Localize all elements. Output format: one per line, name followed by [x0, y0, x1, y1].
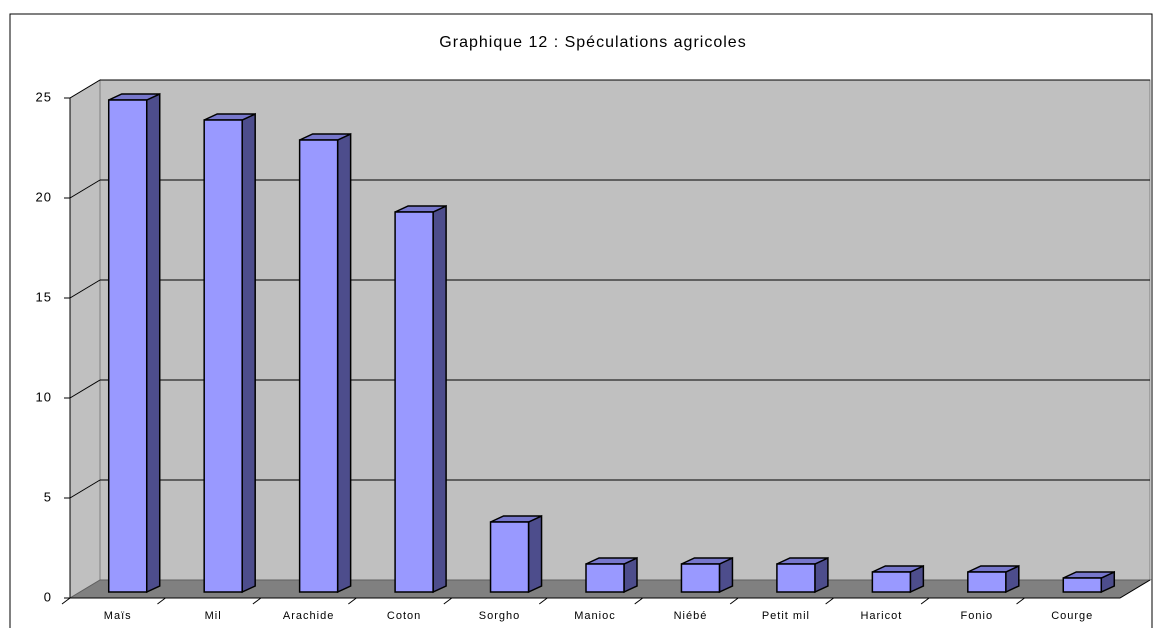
x-tick-label: Mil [205, 610, 222, 622]
bar [967, 571, 1007, 593]
bar [394, 211, 434, 593]
x-tick [538, 597, 548, 605]
x-tick [634, 597, 644, 605]
bar-side [145, 92, 161, 594]
x-tick [61, 597, 71, 605]
x-tick [157, 597, 166, 605]
x-tick-label: Fonio [961, 610, 994, 622]
bar-side [336, 132, 352, 594]
grid-line [69, 79, 101, 99]
x-tick-label: Maïs [104, 610, 132, 622]
side-wall [69, 79, 101, 599]
grid-line [69, 179, 101, 199]
x-tick [348, 597, 357, 605]
bar [680, 563, 721, 593]
y-tick-label: 0 [44, 589, 52, 604]
bar [871, 571, 912, 593]
y-tick-label: 25 [36, 89, 52, 104]
chart-title: Graphique 12 : Spéculations agricoles [439, 34, 746, 51]
y-tick-label: 15 [36, 289, 52, 304]
bar [203, 119, 243, 593]
x-tick-label: Petit mil [762, 610, 810, 622]
bar [585, 563, 625, 593]
x-tick-label: Sorgho [479, 610, 520, 622]
x-tick-label: Courge [1051, 610, 1093, 622]
bar [489, 521, 530, 593]
x-tick [1016, 597, 1025, 605]
x-tick [729, 597, 739, 605]
bar [107, 99, 148, 593]
bar-side [432, 204, 447, 594]
x-tick [443, 597, 453, 605]
grid-line [69, 479, 101, 499]
x-tick-label: Arachide [283, 610, 334, 622]
back-wall [99, 79, 1151, 581]
x-tick [252, 597, 262, 605]
grid-line [69, 379, 101, 399]
x-tick [825, 597, 834, 605]
bar [298, 139, 339, 593]
bar-side [241, 112, 256, 594]
x-tick-label: Coton [387, 610, 421, 622]
x-tick-label: Manioc [574, 610, 615, 622]
bar [776, 563, 816, 593]
y-tick-label: 20 [36, 189, 52, 204]
y-tick-label: 5 [44, 489, 52, 504]
x-tick [920, 597, 930, 605]
x-axis-end [1119, 579, 1151, 599]
grid-line [69, 279, 101, 299]
bar-side [527, 514, 543, 594]
x-tick-label: Haricot [860, 610, 902, 622]
bar [1062, 577, 1103, 593]
y-tick-label: 10 [36, 389, 52, 404]
x-tick-label: Niébé [674, 610, 708, 622]
